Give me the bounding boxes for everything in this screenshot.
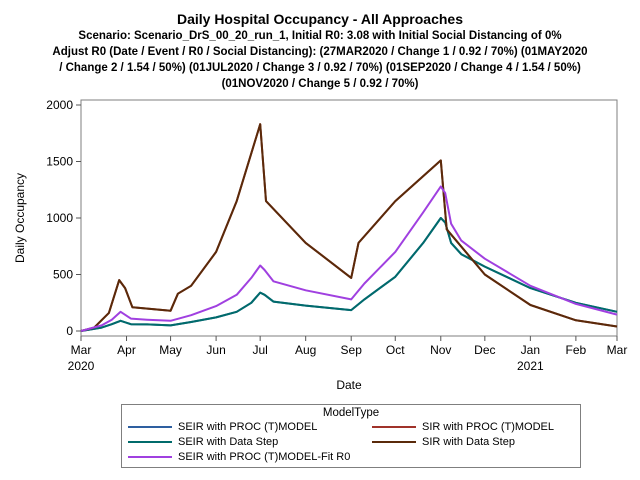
plot-area: 0 500 1000 1500 2000 Mar Apr May Jun Jul Aug Sep Oct… <box>13 98 627 392</box>
x-tick-label: Mar <box>71 343 92 357</box>
x-tick-label: Nov <box>430 343 451 357</box>
x-tick-label: Oct <box>386 343 405 357</box>
y-tick-label: 500 <box>53 268 73 282</box>
series-line-2 <box>80 123 618 332</box>
x-tick-label: May <box>159 343 182 357</box>
chart-subtitle-line-2: Adjust R0 (Date / Event / R0 / Social Di… <box>52 46 588 58</box>
x-tick-label: Dec <box>474 343 495 357</box>
title-block: Daily Hospital Occupancy - All Approache… <box>0 10 640 92</box>
legend-item: SEIR with Data Step <box>128 436 278 448</box>
x-tick-label: Aug <box>295 343 316 357</box>
x-year-label: 2020 <box>68 359 95 373</box>
chart-title: Daily Hospital Occupancy - All Approache… <box>176 11 464 27</box>
legend-item: SIR with PROC (T)MODEL <box>372 421 554 433</box>
legend-swatch <box>128 426 172 428</box>
legend-label: SEIR with PROC (T)MODEL-Fit R0 <box>178 451 351 463</box>
y-tick-label: 0 <box>66 324 73 338</box>
legend-swatch <box>128 456 172 458</box>
legend-swatch <box>372 441 416 443</box>
y-axis-label: Daily Occupancy <box>13 173 27 263</box>
x-axis-label: Date <box>336 378 362 392</box>
legend-item: SIR with Data Step <box>372 436 515 448</box>
series-layer <box>80 123 618 332</box>
y-tick-label: 1000 <box>46 211 73 225</box>
axes-layer: 0 500 1000 1500 2000 Mar Apr May Jun Jul Aug Sep Oct… <box>46 98 627 373</box>
series-line-5 <box>80 185 618 332</box>
legend-title: ModelType <box>322 407 380 419</box>
x-tick-label: Sep <box>341 343 363 357</box>
x-tick-label: Apr <box>117 343 136 357</box>
legend-label: SEIR with PROC (T)MODEL <box>178 421 318 433</box>
y-tick-label: 1500 <box>46 155 73 169</box>
legend-item: SEIR with PROC (T)MODEL-Fit R0 <box>128 451 350 463</box>
legend-label: SIR with Data Step <box>422 436 515 448</box>
legend-item: SEIR with PROC (T)MODEL <box>128 421 317 433</box>
x-tick-label: Jun <box>206 343 225 357</box>
legend-label: SEIR with Data Step <box>178 436 279 448</box>
chart-subtitle-line-4: (01NOV2020 / Change 5 / 0.92 / 70%) <box>221 78 419 90</box>
x-tick-label: Jan <box>521 343 540 357</box>
legend-swatch <box>128 441 172 443</box>
x-tick-label: Mar <box>607 343 628 357</box>
legend-label: SIR with PROC (T)MODEL <box>422 421 555 433</box>
x-tick-label: Feb <box>566 343 587 357</box>
chart-subtitle-line-3: / Change 2 / 1.54 / 50%) (01JUL2020 / Ch… <box>59 62 581 74</box>
x-tick-label: Jul <box>252 343 267 357</box>
series-line-3 <box>80 217 618 332</box>
chart-subtitle-line-1: Scenario: Scenario_DrS_00_20_run_1, Init… <box>78 30 562 42</box>
legend-swatch <box>372 426 416 428</box>
series-line-4 <box>80 123 618 332</box>
y-tick-label: 2000 <box>46 98 73 112</box>
series-line-1 <box>80 217 618 332</box>
plot-frame <box>80 99 618 337</box>
legend: ModelType SEIR with PROC (T)MODEL SIR wit… <box>121 404 581 468</box>
x-year-label: 2021 <box>517 359 544 373</box>
